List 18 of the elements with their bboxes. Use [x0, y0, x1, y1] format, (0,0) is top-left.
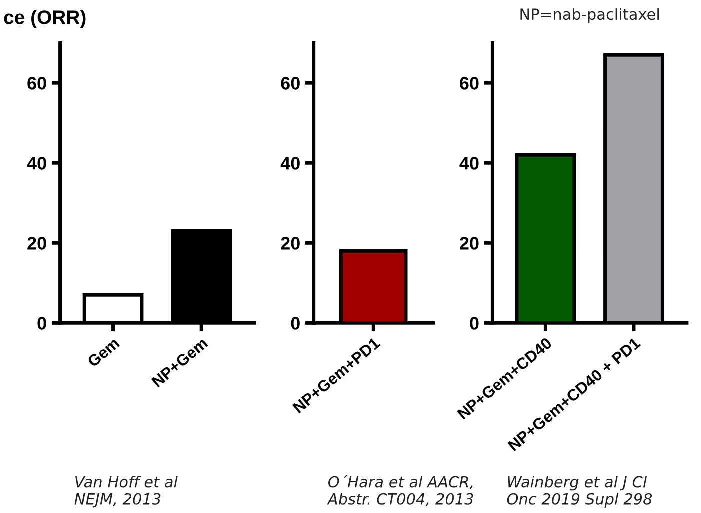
y-tick-label: 60 [28, 77, 46, 90]
y-tick-label: 20 [281, 237, 300, 250]
text: O´Hara et al AACR, Abstr. CT004, 2013 [327, 475, 474, 506]
y-tick-label: 60 [281, 77, 300, 90]
text: Van Hoff et al NEJM, 2013 [74, 476, 178, 508]
y-tick-label: 60 [460, 77, 479, 90]
chart-title: ce (ORR) [4, 10, 86, 28]
y-tick-label: 40 [460, 157, 479, 170]
y-tick-label: 0 [291, 317, 300, 330]
y-tick-label: 0 [38, 317, 46, 330]
x-tick-label: Gem [86, 337, 120, 368]
y-tick-label: 40 [280, 157, 300, 170]
y-tick-label: 0 [470, 317, 479, 330]
text: NP=nab-paclitaxel [520, 8, 660, 24]
y-tick-label: 40 [27, 157, 46, 170]
y-tick-label: 20 [28, 237, 46, 250]
text: Wainberg et al J Cl Onc 2019 Supl 298 [507, 476, 652, 508]
y-tick-label: 20 [460, 237, 479, 250]
